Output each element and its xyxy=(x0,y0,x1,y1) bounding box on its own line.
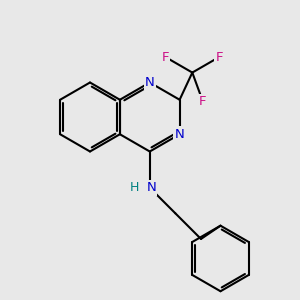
Text: N: N xyxy=(146,181,156,194)
Text: F: F xyxy=(162,50,169,64)
Text: F: F xyxy=(215,50,223,64)
Text: F: F xyxy=(199,95,207,108)
Text: N: N xyxy=(145,76,154,89)
Text: H: H xyxy=(130,181,139,194)
Text: N: N xyxy=(175,128,184,141)
